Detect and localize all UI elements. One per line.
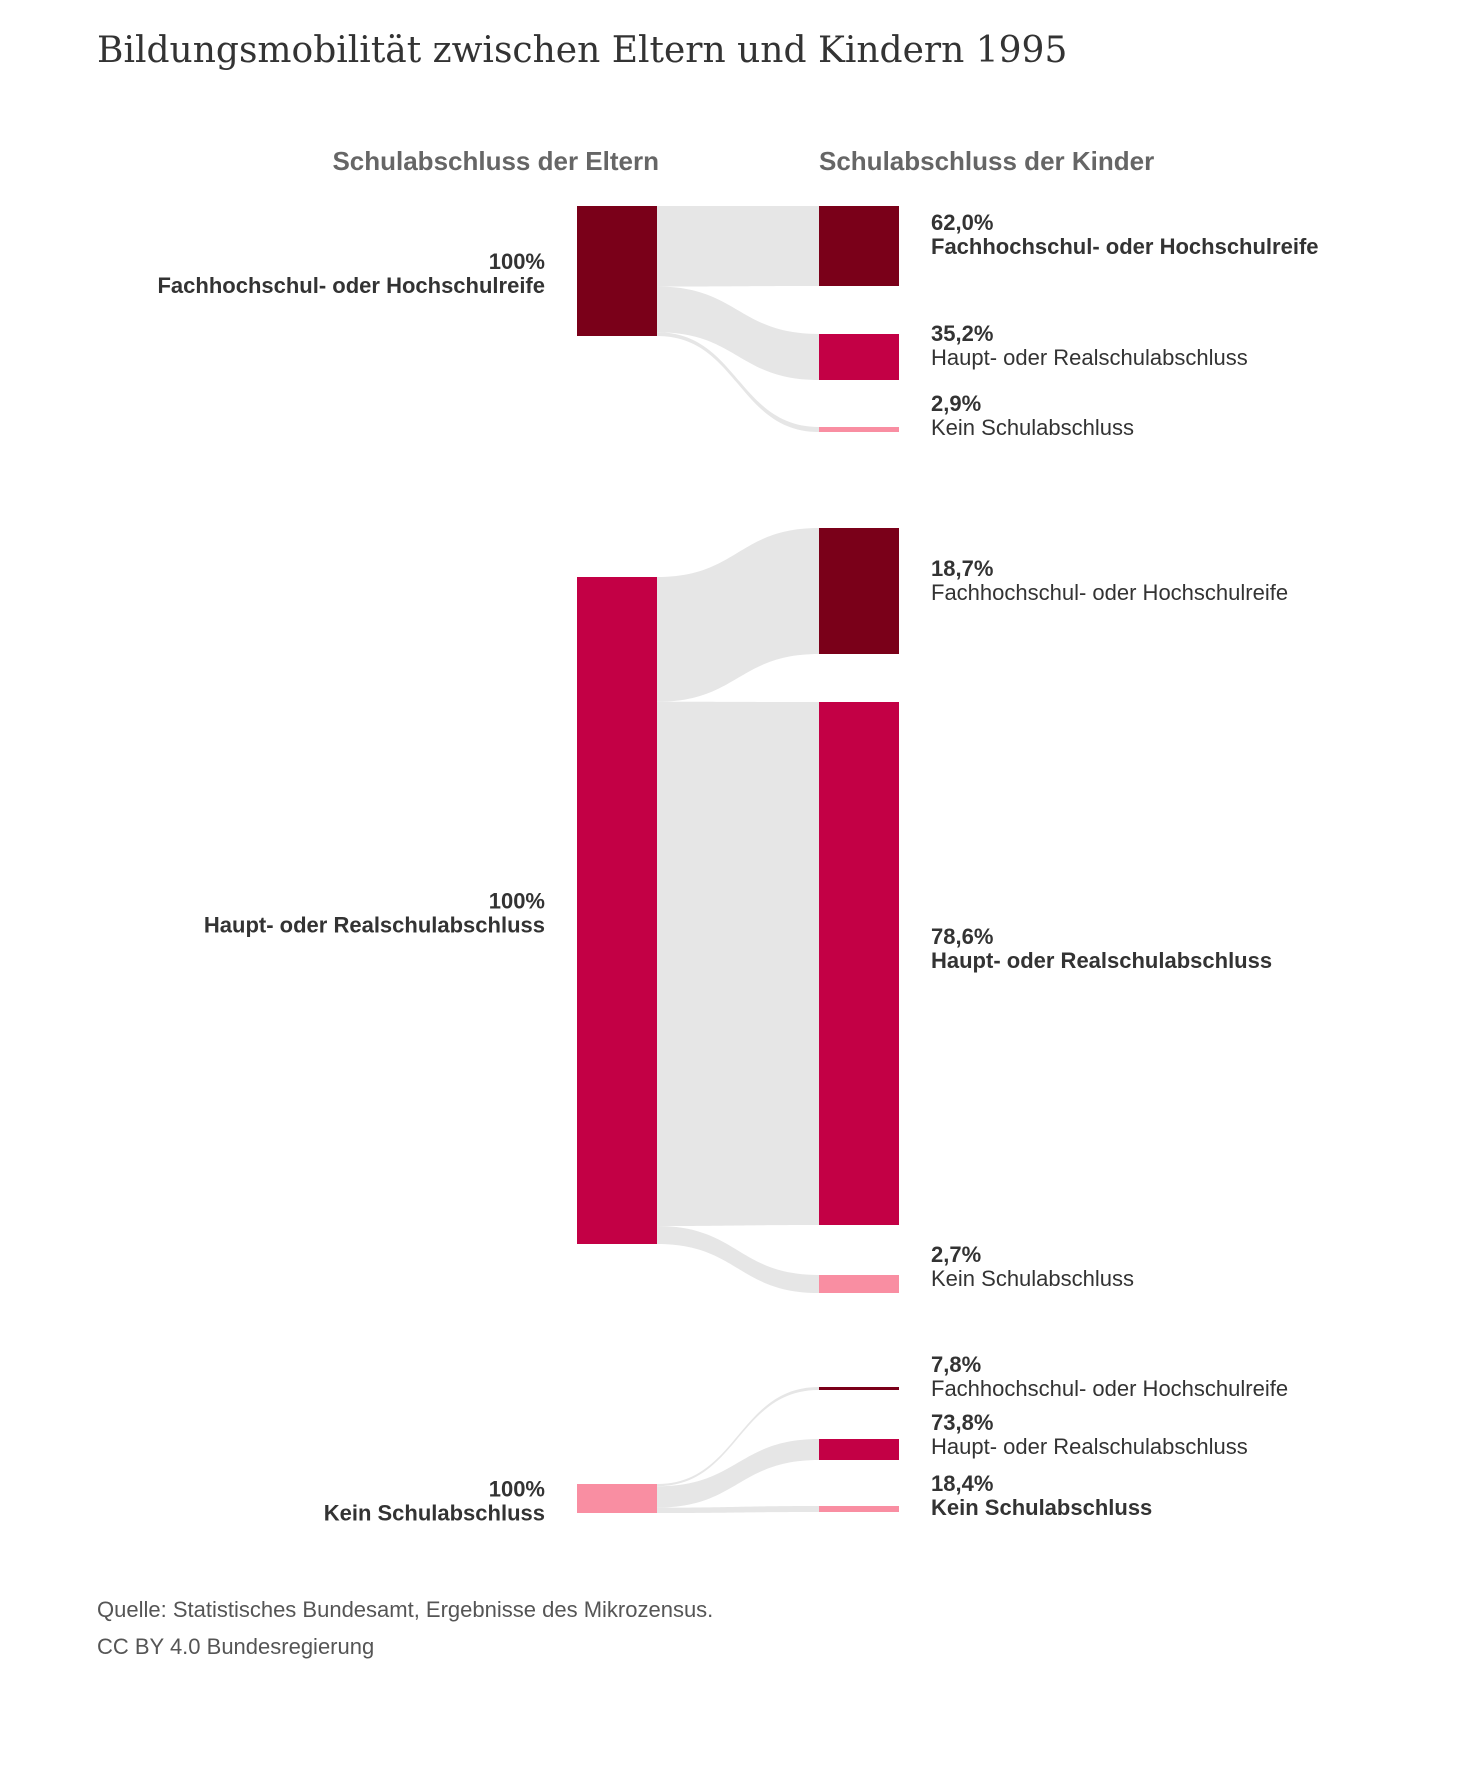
children-column-header: Schulabschluss der Kinder [819,146,1155,176]
flow-kein-schulabschluss-to-fachhochschul-oder-hochschulreife [657,1387,819,1487]
sankey-chart: 100%Fachhochschul- oder Hochschulreife62… [157,206,1319,1526]
label-layer: 100%Fachhochschul- oder Hochschulreife62… [157,210,1318,1526]
target-label-kein-schulabschluss-fachhochschul-oder-hochschulreife: Fachhochschul- oder Hochschulreife [931,1376,1288,1401]
chart-title: Bildungsmobilität zwischen Eltern und Ki… [97,30,1068,71]
target-value-haupt-oder-realschulabschluss-kein-schulabschluss: 2,7% [931,1242,981,1267]
target-node-haupt-oder-realschulabschluss-kein-schulabschluss [819,1275,899,1293]
flow-layer [657,206,819,1513]
target-label-fachhochschul-oder-hochschulreife-kein-schulabschluss: Kein Schulabschluss [931,415,1134,440]
target-value-fachhochschul-oder-hochschulreife-kein-schulabschluss: 2,9% [931,391,981,416]
target-label-kein-schulabschluss-haupt-oder-realschulabschluss: Haupt- oder Realschulabschluss [931,1434,1248,1459]
target-value-fachhochschul-oder-hochschulreife-fachhochschul-oder-hochschulreife: 62,0% [931,210,993,235]
target-value-kein-schulabschluss-kein-schulabschluss: 18,4% [931,1471,993,1496]
flow-kein-schulabschluss-to-haupt-oder-realschulabschluss [657,1439,819,1508]
flow-haupt-oder-realschulabschluss-to-kein-schulabschluss [657,1225,819,1293]
target-value-fachhochschul-oder-hochschulreife-haupt-oder-realschulabschluss: 35,2% [931,321,993,346]
parents-column-header: Schulabschluss der Eltern [332,146,659,176]
target-label-kein-schulabschluss-kein-schulabschluss: Kein Schulabschluss [931,1495,1152,1520]
target-value-haupt-oder-realschulabschluss-haupt-oder-realschulabschluss: 78,6% [931,924,993,949]
source-note: Quelle: Statistisches Bundesamt, Ergebni… [97,1597,714,1622]
source-node-fachhochschul-oder-hochschulreife [577,206,657,336]
target-value-kein-schulabschluss-fachhochschul-oder-hochschulreife: 7,8% [931,1352,981,1377]
source-label-kein-schulabschluss: Kein Schulabschluss [324,1501,545,1526]
flow-kein-schulabschluss-to-kein-schulabschluss [657,1506,819,1513]
license-note: CC BY 4.0 Bundesregierung [97,1634,375,1659]
flow-haupt-oder-realschulabschluss-to-fachhochschul-oder-hochschulreife [657,528,819,702]
target-label-haupt-oder-realschulabschluss-kein-schulabschluss: Kein Schulabschluss [931,1266,1134,1291]
target-label-haupt-oder-realschulabschluss-haupt-oder-realschulabschluss: Haupt- oder Realschulabschluss [931,948,1272,973]
target-node-fachhochschul-oder-hochschulreife-fachhochschul-oder-hochschulreife [819,206,899,286]
source-share-fachhochschul-oder-hochschulreife: 100% [489,249,545,274]
flow-haupt-oder-realschulabschluss-to-haupt-oder-realschulabschluss [657,701,819,1226]
flow-fachhochschul-oder-hochschulreife-to-fachhochschul-oder-hochschulreife [657,206,819,287]
target-value-kein-schulabschluss-haupt-oder-realschulabschluss: 73,8% [931,1410,993,1435]
source-node-kein-schulabschluss [577,1484,657,1513]
source-label-fachhochschul-oder-hochschulreife: Fachhochschul- oder Hochschulreife [157,273,545,298]
source-share-kein-schulabschluss: 100% [489,1477,545,1502]
target-value-haupt-oder-realschulabschluss-fachhochschul-oder-hochschulreife: 18,7% [931,556,993,581]
node-layer [577,206,899,1513]
flow-fachhochschul-oder-hochschulreife-to-kein-schulabschluss [657,332,819,432]
target-node-kein-schulabschluss-kein-schulabschluss [819,1506,899,1512]
target-node-fachhochschul-oder-hochschulreife-kein-schulabschluss [819,427,899,432]
target-label-haupt-oder-realschulabschluss-fachhochschul-oder-hochschulreife: Fachhochschul- oder Hochschulreife [931,580,1288,605]
target-label-fachhochschul-oder-hochschulreife-haupt-oder-realschulabschluss: Haupt- oder Realschulabschluss [931,345,1248,370]
target-node-kein-schulabschluss-haupt-oder-realschulabschluss [819,1439,899,1460]
flow-fachhochschul-oder-hochschulreife-to-haupt-oder-realschulabschluss [657,286,819,380]
target-node-kein-schulabschluss-fachhochschul-oder-hochschulreife [819,1387,899,1390]
source-label-haupt-oder-realschulabschluss: Haupt- oder Realschulabschluss [204,913,545,938]
source-share-haupt-oder-realschulabschluss: 100% [489,889,545,914]
target-node-haupt-oder-realschulabschluss-fachhochschul-oder-hochschulreife [819,528,899,654]
source-node-haupt-oder-realschulabschluss [577,577,657,1244]
target-node-haupt-oder-realschulabschluss-haupt-oder-realschulabschluss [819,702,899,1225]
target-node-fachhochschul-oder-hochschulreife-haupt-oder-realschulabschluss [819,334,899,380]
target-label-fachhochschul-oder-hochschulreife-fachhochschul-oder-hochschulreife: Fachhochschul- oder Hochschulreife [931,234,1319,259]
